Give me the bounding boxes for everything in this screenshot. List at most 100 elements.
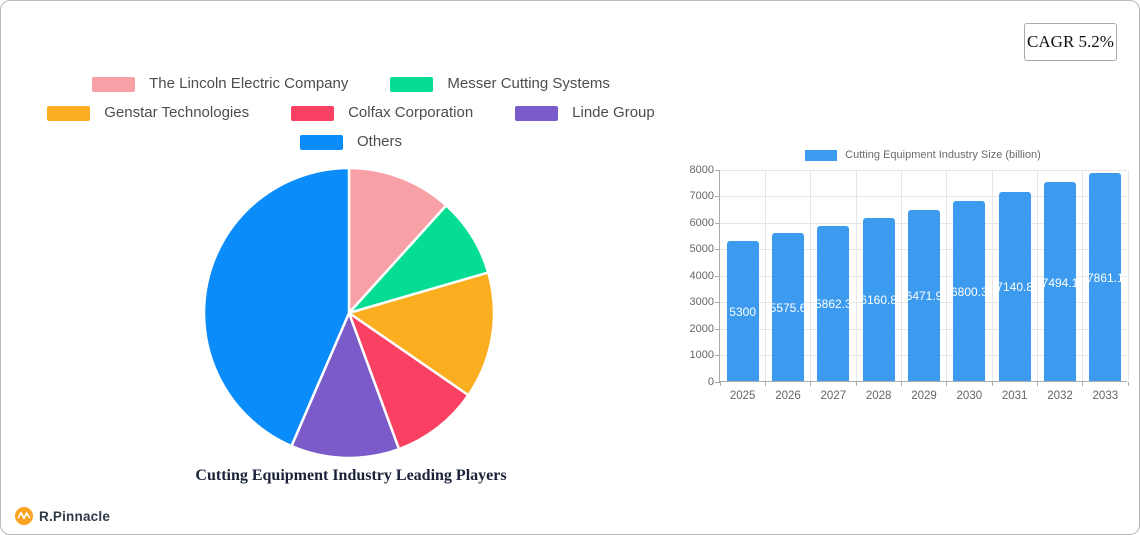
brand-logo: R.Pinnacle [15,507,110,525]
x-axis-tick [946,382,948,386]
y-tick-label: 8000 [689,163,714,176]
h-gridline [720,169,1127,171]
bar-value-label: 5575.6 [769,301,807,316]
pie-slice-5[interactable] [202,166,351,448]
bar-2031[interactable] [998,191,1031,381]
pie-slice-0[interactable] [347,166,448,315]
legend-swatch-icon [291,105,335,121]
legend-swatch-icon [299,134,343,150]
cagr-badge: CAGR 5.2% [1024,23,1117,61]
v-gridline [855,170,857,381]
y-axis-tick [715,222,720,224]
cagr-label: CAGR 5.2% [1027,32,1114,51]
pie-legend-row-0: The Lincoln Electric Company Messer Cutti… [1,75,701,93]
bar-value-label: 5862.3 [814,297,852,312]
x-tick-label: 2029 [911,390,937,402]
x-axis-tick [855,382,857,386]
x-axis-tick [1082,382,1084,386]
bar-value-label: 6471.9 [905,289,943,304]
bar-2027[interactable] [817,225,850,381]
bar-2026[interactable] [772,233,804,381]
x-axis-tick [991,382,993,386]
y-axis-tick [715,381,720,383]
bar-2028[interactable] [862,217,895,381]
bar-value-label: 7140.8 [996,280,1034,295]
pie-legend-row-1: Genstar Technologies Colfax Corporation Li… [1,104,701,122]
y-axis-tick [715,169,720,171]
bar-value-label: 5300 [729,304,757,319]
legend-label: Messer Cutting Systems [447,75,610,92]
legend-swatch-icon [390,76,434,92]
x-axis-tick [1127,382,1129,386]
v-gridline [810,170,812,381]
pie-legend: The Lincoln Electric Company Messer Cutti… [1,75,701,151]
v-gridline [1127,170,1129,381]
bar-chart-section: Cutting Equipment Industry Size (billion… [690,144,1137,414]
x-axis-tick [719,382,721,386]
y-axis-tick [715,302,720,303]
bar-2032[interactable] [1044,182,1076,381]
bar-legend-swatch [805,149,838,161]
legend-label: Others [356,133,402,150]
pie-slice-3[interactable] [347,311,470,451]
pie-slice-4[interactable] [290,311,401,460]
v-gridline [764,170,766,381]
pie-chart [202,166,496,460]
y-axis-tick [715,196,720,197]
y-axis-tick [715,355,720,356]
h-gridline [720,196,1127,197]
y-axis-tick [715,328,720,330]
brand-name: R.Pinnacle [39,508,111,524]
x-axis-tick [1036,382,1038,386]
x-tick-label: 2025 [729,390,756,402]
v-gridline [900,170,902,381]
bar-2033[interactable] [1089,172,1122,381]
pie-slice-2[interactable] [347,271,496,397]
legend-label: The Lincoln Electric Company [149,75,349,92]
pie-legend-row-2: Others [1,133,701,151]
pie-legend-item-1[interactable]: Messer Cutting Systems [390,75,610,93]
pie-legend-item-4[interactable]: Linde Group [515,104,655,122]
pie-legend-item-0[interactable]: The Lincoln Electric Company [92,75,348,93]
x-tick-label: 2031 [1001,390,1028,402]
x-tick-label: 2032 [1047,390,1073,402]
y-tick-label: 6000 [689,216,714,229]
y-tick-label: 3000 [689,296,714,308]
bar-value-label: 7494.1 [1041,275,1079,290]
legend-swatch-icon [515,105,559,121]
x-tick-label: 2027 [820,390,847,402]
pie-legend-item-3[interactable]: Colfax Corporation [291,104,473,122]
pie-legend-item-5[interactable]: Others [299,133,402,151]
bar-2029[interactable] [908,209,940,381]
legend-swatch-icon [92,76,136,92]
bar-2025[interactable] [726,240,759,381]
bar-value-label: 6800.3 [950,284,988,299]
bar-value-label: 6160.8 [860,293,898,308]
y-tick-label: 5000 [689,243,714,255]
v-gridline [1082,170,1084,381]
x-axis-tick [900,382,902,386]
v-gridline [991,170,993,381]
y-axis-tick [715,275,720,277]
v-gridline [1036,170,1038,381]
x-tick-label: 2030 [956,390,983,402]
y-tick-label: 7000 [689,190,714,202]
legend-label: Genstar Technologies [104,104,250,121]
x-axis-tick [764,382,766,386]
bar-value-label: 7861.1 [1086,270,1124,285]
bar-chart-legend-item[interactable]: Cutting Equipment Industry Size (billion… [719,149,1127,161]
pie-legend-item-2[interactable]: Genstar Technologies [47,104,249,122]
x-tick-label: 2026 [775,390,801,402]
bar-2030[interactable] [953,200,986,381]
y-tick-label: 2000 [689,322,714,335]
x-tick-label: 2033 [1092,390,1119,402]
brand-logo-icon [15,507,33,525]
y-tick-label: 1000 [689,349,714,361]
legend-label: Linde Group [572,104,655,121]
x-axis-tick [810,382,812,386]
legend-swatch-icon [47,105,91,121]
legend-label: Colfax Corporation [348,104,474,121]
y-tick-label: 0 [707,375,714,388]
bar-legend-label: Cutting Equipment Industry Size (billion… [845,149,1041,161]
